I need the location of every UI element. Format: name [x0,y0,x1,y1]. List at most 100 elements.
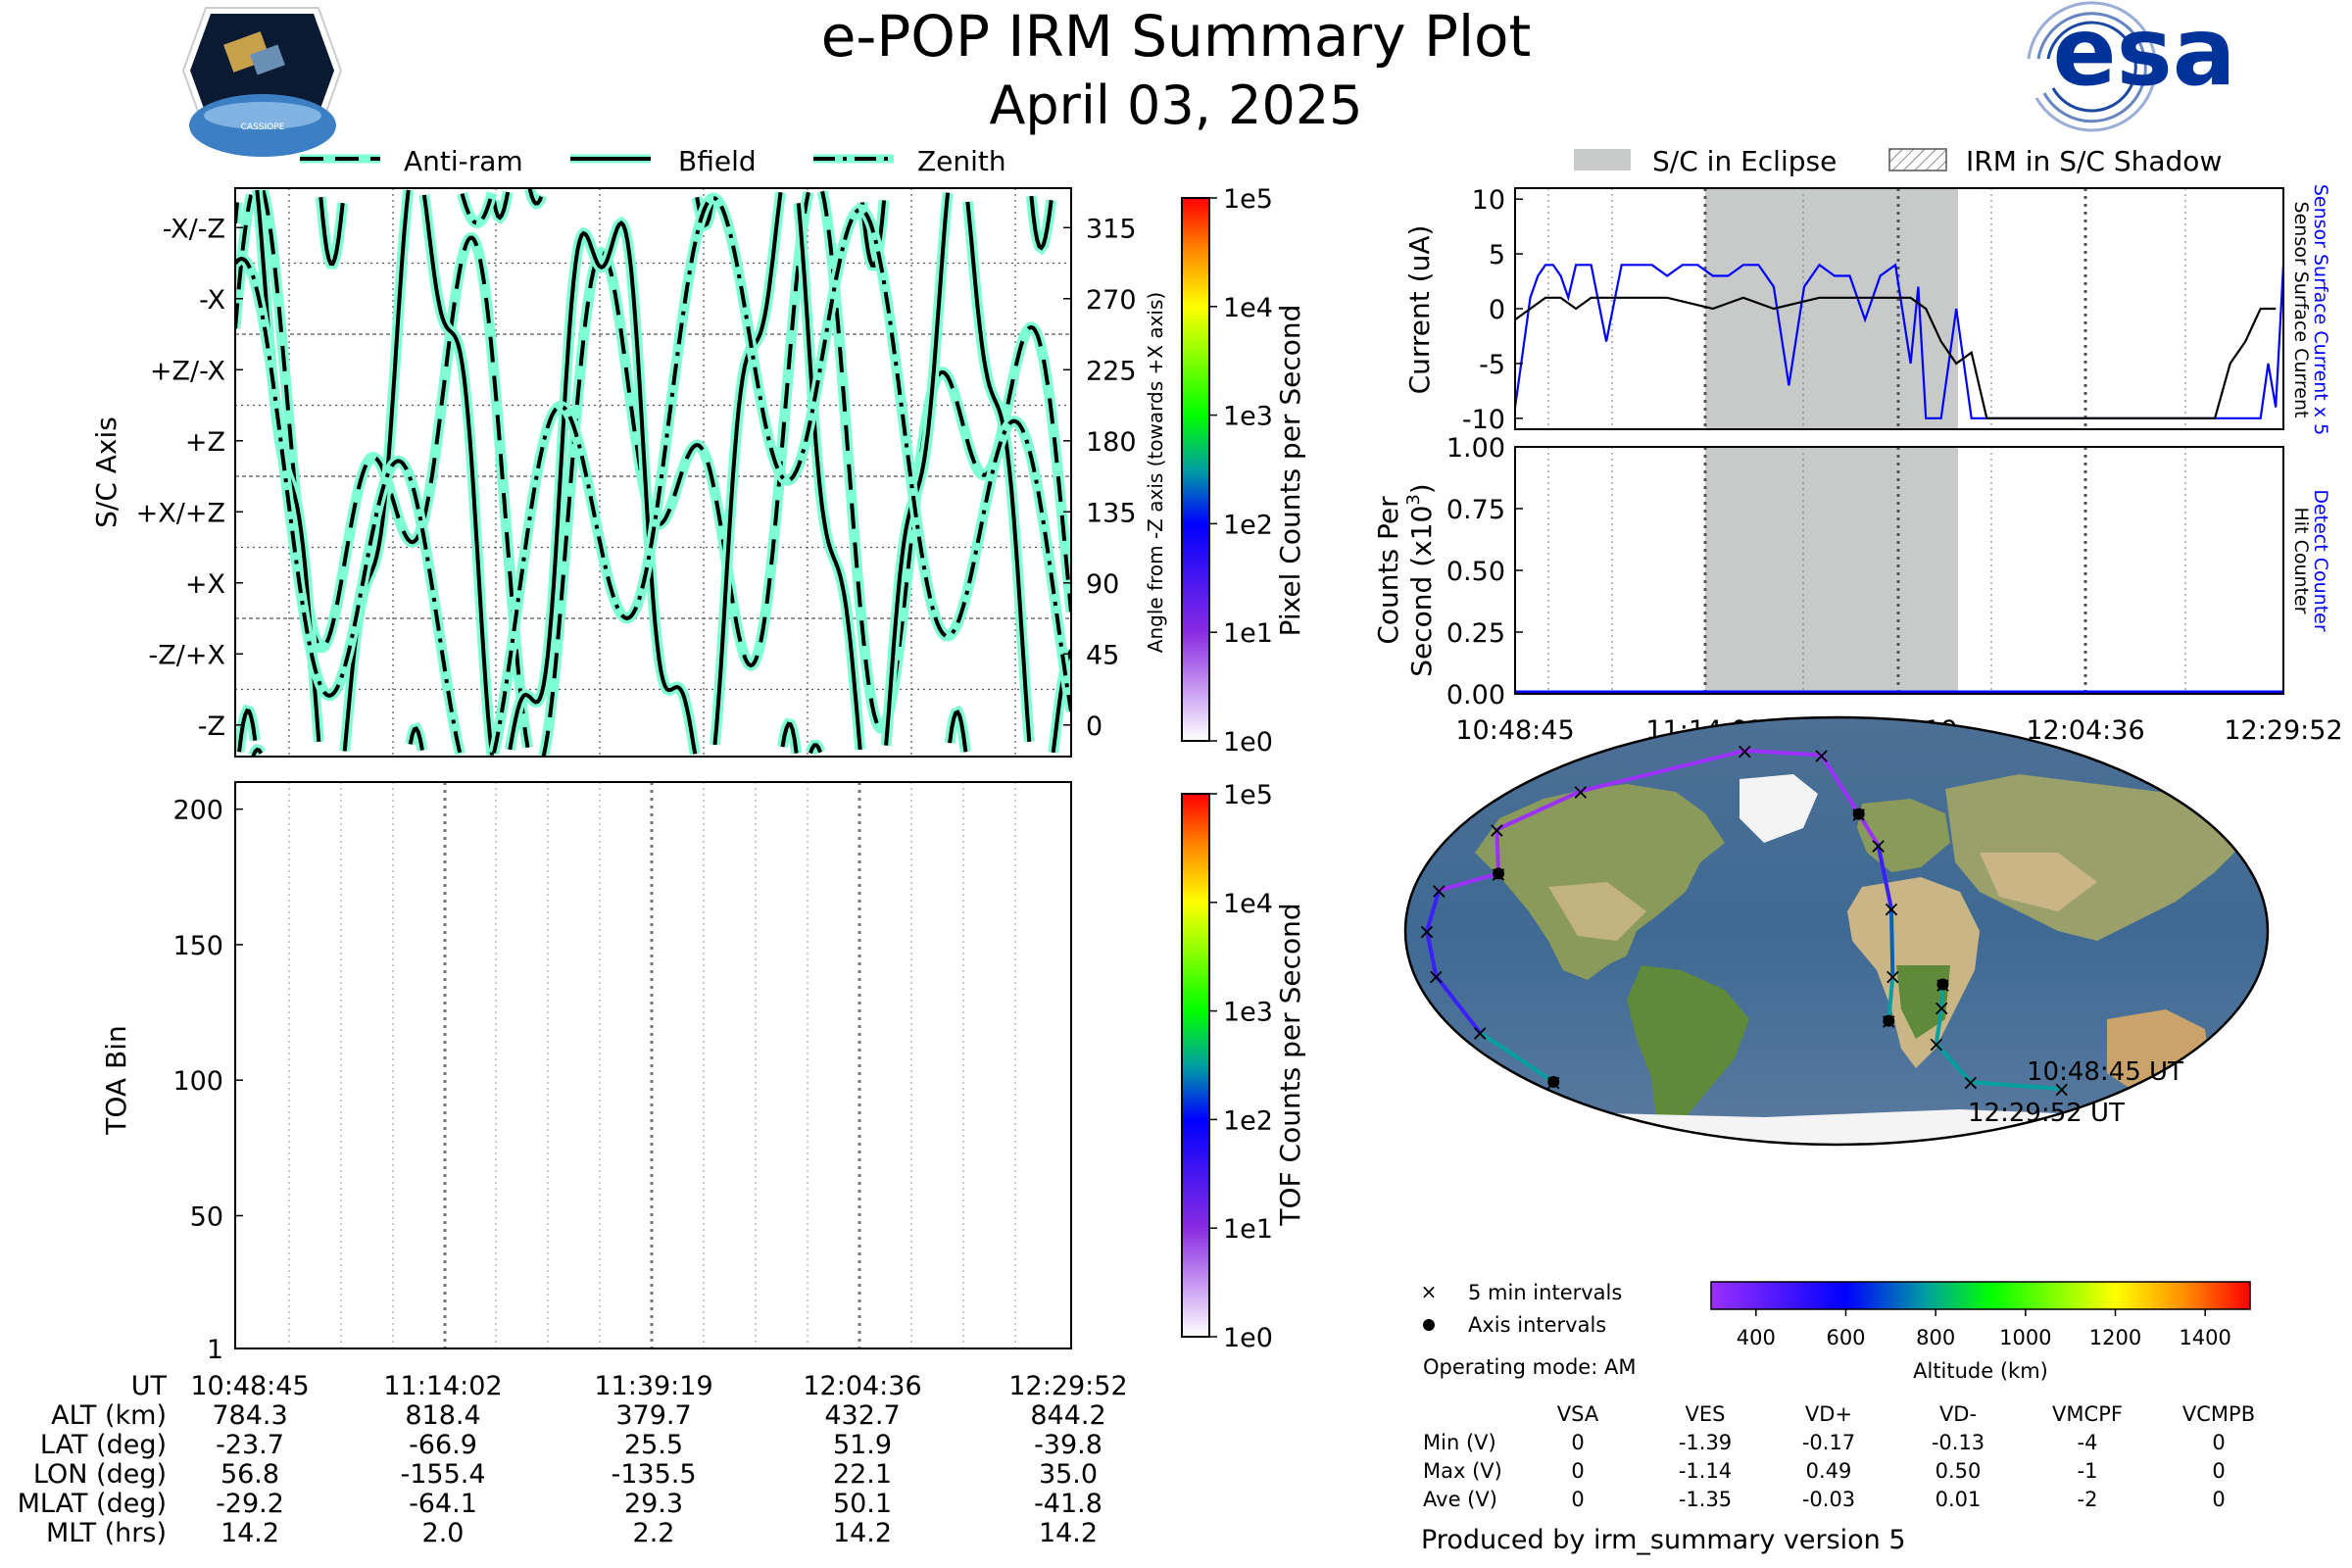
eclipse-legend: S/C in Eclipse IRM in S/C Shadow [1574,145,2222,177]
ephemeris-value: -64.1 [409,1489,477,1519]
ephemeris-value: 432.7 [824,1400,900,1431]
legend-dot-marker [1423,1319,1435,1331]
axis-left-tick-label: -Z/+X [149,640,225,670]
ephemeris-value: 2.0 [422,1518,465,1548]
counts-ytick-label: 0.00 [1446,680,1505,710]
anti-ram-line [235,188,1071,757]
ephemeris-time: 11:39:19 [594,1371,712,1401]
legend-axis: Axis intervals [1468,1313,1606,1337]
altitude-tick-label: 600 [1826,1326,1865,1349]
track-5min-marker: × [1884,965,1901,990]
map-border [1403,715,2270,1147]
axis-left-tick-label: -Z [198,711,225,742]
voltage-value: 0 [1571,1431,1584,1454]
counts-right-label-black: Hit Counter [2290,508,2312,614]
voltage-value: 0 [1571,1459,1584,1483]
track-5min-marker: × [1427,965,1445,990]
track-segment [1425,888,1442,933]
ephemeris-value: 56.8 [220,1459,279,1490]
ephemeris-value: -66.9 [409,1430,477,1460]
altitude-tick-label: 1000 [1999,1326,2051,1349]
counts-xtick-label: 10:48:45 [1455,715,1574,746]
track-segment [1856,811,1881,848]
voltage-header: VD+ [1805,1402,1852,1426]
figure-title: e-POP IRM Summary Plot [821,3,1532,70]
ephemeris-value: 818.4 [405,1400,480,1431]
track-segment [1425,929,1439,979]
voltage-value: -0.03 [1802,1488,1855,1511]
track-segment [1886,974,1895,1023]
track-5min-marker: × [1572,780,1590,805]
track-end-label: 12:29:52 UT [1968,1099,2125,1128]
axis-left-tick-label: -X [199,285,225,316]
axis-right-tick-label: 225 [1086,356,1137,386]
axis-legend: Anti-ram Bfield Zenith [300,145,1006,177]
voltage-value: -0.17 [1802,1431,1855,1454]
current-right-label-blue: Sensor Surface Current x 5 [2310,184,2331,435]
pixel-colorbar-tick-label: 1e4 [1223,293,1273,323]
track-segment [1437,871,1501,893]
voltage-header: VMCPF [2052,1402,2123,1426]
svg-text:Second (x103): Second (x103) [1403,483,1438,676]
altitude-tick-label: 1200 [2089,1326,2141,1349]
track-5min-marker: × [1934,974,1951,999]
ephemeris-value: 25.5 [624,1430,683,1460]
ephemeris-value: -41.8 [1034,1489,1102,1519]
axis-right-tick-label: 180 [1086,427,1137,458]
counts-xtick-label: 12:29:52 [2224,715,2342,746]
voltage-header: VES [1686,1402,1726,1426]
footer-produced-by: Produced by irm_summary version 5 [1421,1525,1906,1555]
ephemeris-value: -39.8 [1034,1430,1102,1460]
legend-zenith: Zenith [917,145,1006,177]
ephemeris-row-label: LON (deg) [33,1459,167,1490]
ephemeris-value: -155.4 [400,1459,485,1490]
legend-shadow: IRM in S/C Shadow [1966,145,2222,177]
ephemeris-value: 29.3 [624,1489,683,1519]
toa-ytick-label: 1 [207,1335,223,1365]
track-segment [1742,748,1824,758]
track-5min-marker: × [1488,818,1505,843]
ephemeris-time: 10:48:45 [190,1371,309,1401]
current-ytick-label: 0 [1489,295,1505,325]
voltage-value: 0.01 [1936,1488,1982,1511]
ephemeris-time: 11:14:02 [383,1371,502,1401]
altitude-label: Altitude (km) [1913,1359,2048,1383]
axis-angle-plot: -X/-Z -X +Z/-X +Z +X/+Z +X -Z/+X -Z 315 270 225 18… [90,187,1167,758]
axis-left-tick-label: +Z/-X [150,356,225,386]
counts-ytick-label: 0.25 [1446,618,1505,649]
toa-ytick-label: 50 [190,1201,223,1232]
legend-eclipse: S/C in Eclipse [1652,145,1837,177]
current-right-label-black: Sensor Surface Current [2290,202,2312,418]
ephemeris-row-label: ALT (km) [51,1400,167,1431]
voltage-value: 0.50 [1936,1459,1982,1483]
tof-colorbar-tick-label: 1e0 [1223,1323,1273,1353]
track-axis-marker [1936,978,1949,991]
track-5min-marker: × [1418,920,1436,945]
pixel-colorbar-label: Pixel Counts per Second [1274,305,1306,637]
current-line [1515,296,2277,419]
voltage-value: -2 [2078,1488,2098,1511]
track-segment [1494,789,1583,832]
current-ytick-label: 10 [1472,185,1505,216]
axis-plot-right-label: Angle from -Z axis (towards +X axis) [1144,292,1167,653]
current-ytick-label: -5 [1479,350,1505,380]
pixel-colorbar-tick-label: 1e1 [1223,618,1273,649]
track-5min-marker: × [1471,1022,1489,1047]
counts-xtick-label: 12:04:36 [2026,715,2144,746]
tof-colorbar-tick-label: 1e2 [1223,1105,1273,1136]
track-5min-marker: × [1933,997,1950,1021]
current-ytick-label: 5 [1489,240,1505,270]
toa-plot-ylabel: TOA Bin [100,1025,132,1135]
ephemeris-value: 2.2 [633,1518,675,1548]
track-segment [1819,753,1861,816]
track-5min-marker: × [2052,1078,2070,1102]
track-segment [1934,1042,1973,1085]
esa-logo-text: esa [2052,0,2235,107]
legend-anti-ram: Anti-ram [404,145,523,177]
altitude-colorbar: 400 600 800 1000 1200 1400 Altitude (km) [1710,1281,2251,1383]
current-plot: 10 5 0 -5 -10 Current (uA) Sensor Surface Cu… [1403,184,2331,435]
voltage-header: VCMPB [2182,1402,2255,1426]
ephemeris-value: 844.2 [1030,1400,1105,1431]
operating-mode: Operating mode: AM [1423,1355,1636,1379]
ephemeris-row-label: UT [131,1371,168,1401]
